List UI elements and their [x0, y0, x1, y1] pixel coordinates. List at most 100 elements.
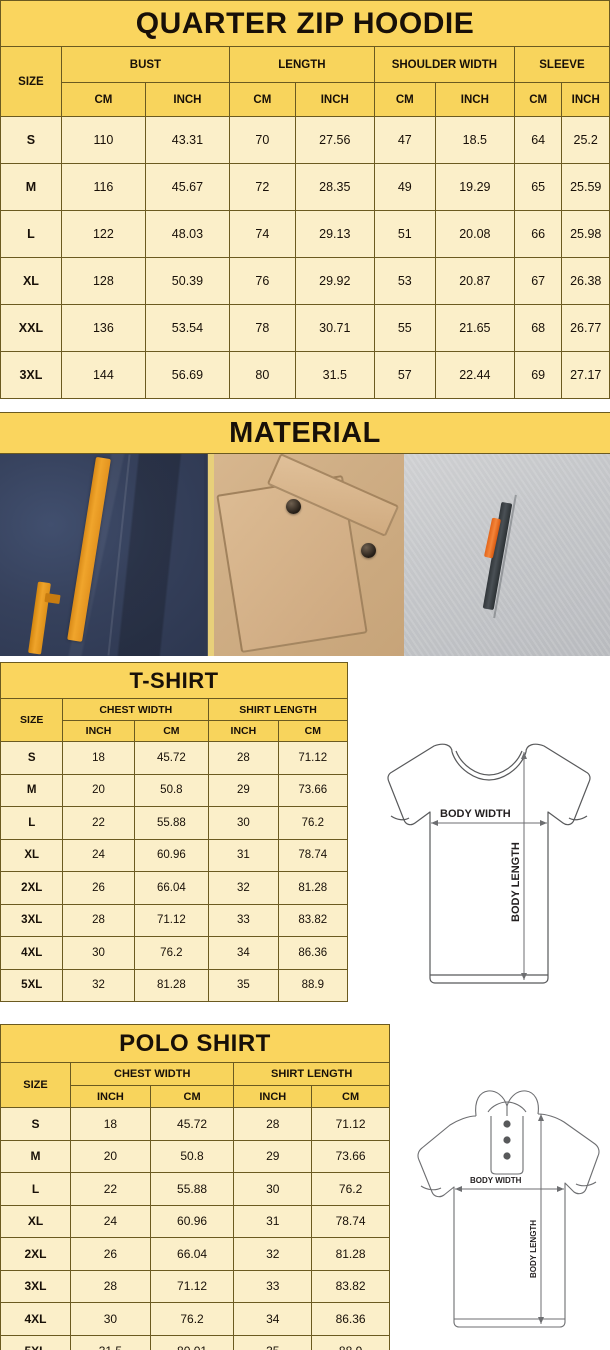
cell-value: 74 — [228, 210, 296, 258]
cell-value: 24 — [62, 838, 135, 872]
tshirt-group-chest-width: CHEST WIDTH — [62, 698, 210, 721]
row-size-label: M — [0, 163, 62, 211]
row-size-label: 4XL — [0, 936, 64, 970]
table-row: M 116 45.67 72 28.35 49 19.29 65 25.59 — [0, 163, 610, 211]
tshirt-group-shirt-length: SHIRT LENGTH — [208, 698, 348, 721]
tshirt-unit-1: CM — [133, 720, 210, 742]
cell-value: 31 — [208, 838, 279, 872]
row-size-label: 4XL — [0, 1302, 72, 1336]
cell-value: 144 — [60, 351, 146, 399]
cell-value: 86.36 — [277, 936, 349, 970]
cell-value: 29.92 — [294, 257, 375, 305]
row-size-label: 2XL — [0, 1237, 72, 1271]
cell-value: 64 — [513, 116, 563, 164]
cell-value: 32 — [62, 968, 135, 1002]
row-size-label: 5XL — [0, 968, 64, 1002]
cell-value: 81.28 — [311, 1237, 390, 1271]
cell-value: 78 — [228, 304, 296, 352]
cell-value: 18 — [62, 741, 135, 775]
cell-value: 21.65 — [434, 304, 515, 352]
hoodie-unit-4: CM — [373, 82, 436, 117]
polo-size-header: SIZE — [0, 1062, 72, 1108]
hoodie-group-sleeve: SLEEVE — [513, 46, 610, 83]
cell-value: 128 — [60, 257, 146, 305]
tshirt-size-table: T-SHIRT SIZE CHEST WIDTH SHIRT LENGTH IN… — [0, 662, 349, 1002]
seam-line — [107, 454, 131, 656]
hoodie-size-section: QUARTER ZIP HOODIE SIZE BUST LENGTH SHOU… — [0, 0, 610, 399]
row-size-label: 5XL — [0, 1334, 72, 1350]
tshirt-unit-2: INCH — [208, 720, 279, 742]
polo-unit-header-row: INCH CM INCH CM — [0, 1085, 390, 1108]
cell-value: 48.03 — [144, 210, 230, 258]
polo-unit-3: CM — [311, 1085, 390, 1108]
cell-value: 55.88 — [133, 806, 210, 840]
cell-value: 25.59 — [561, 163, 610, 211]
cell-value: 53.54 — [144, 304, 230, 352]
cell-value: 45.67 — [144, 163, 230, 211]
cell-value: 83.82 — [277, 903, 349, 937]
cell-value: 57 — [373, 351, 436, 399]
cell-value: 110 — [60, 116, 146, 164]
polo-unit-1: CM — [149, 1085, 235, 1108]
hoodie-size-header: SIZE — [0, 46, 62, 117]
table-row: S 18 45.72 28 71.12 — [0, 741, 349, 775]
polo-unit-0: INCH — [70, 1085, 151, 1108]
tshirt-unit-3: CM — [277, 720, 349, 742]
table-row: L 22 55.88 30 76.2 — [0, 1172, 390, 1206]
cell-value: 45.72 — [133, 741, 210, 775]
row-size-label: 3XL — [0, 351, 62, 399]
cell-value: 55.88 — [149, 1172, 235, 1206]
grey-fleece-zipper-photo — [404, 454, 610, 656]
polo-body-width-label: BODY WIDTH — [470, 1176, 522, 1185]
cell-value: 26.77 — [561, 304, 610, 352]
cell-value: 20 — [70, 1139, 151, 1173]
cell-value: 53 — [373, 257, 436, 305]
cell-value: 26 — [62, 871, 135, 905]
row-size-label: L — [0, 806, 64, 840]
cell-value: 20 — [62, 773, 135, 807]
cell-value: 28.35 — [294, 163, 375, 211]
row-size-label: XXL — [0, 304, 62, 352]
hoodie-group-bust: BUST — [60, 46, 230, 83]
polo-group-header-row: SIZE CHEST WIDTH SHIRT LENGTH — [0, 1062, 390, 1108]
hoodie-size-table: QUARTER ZIP HOODIE SIZE BUST LENGTH SHOU… — [0, 0, 610, 399]
cell-value: 70 — [228, 116, 296, 164]
cell-value: 81.28 — [277, 871, 349, 905]
cell-value: 68 — [513, 304, 563, 352]
material-title: MATERIAL — [229, 416, 381, 449]
cell-value: 29.13 — [294, 210, 375, 258]
cell-value: 27.17 — [561, 351, 610, 399]
cell-value: 33 — [208, 903, 279, 937]
tshirt-size-section: T-SHIRT SIZE CHEST WIDTH SHIRT LENGTH IN… — [0, 662, 349, 1002]
material-banner: MATERIAL — [0, 412, 610, 454]
cell-value: 18.5 — [434, 116, 515, 164]
row-size-label: 2XL — [0, 871, 64, 905]
row-size-label: L — [0, 1172, 72, 1206]
cell-value: 55 — [373, 304, 436, 352]
cell-value: 27.56 — [294, 116, 375, 164]
cell-value: 22.44 — [434, 351, 515, 399]
cell-value: 31.5 — [70, 1334, 151, 1350]
hoodie-unit-6: CM — [513, 82, 563, 117]
cell-value: 80.01 — [149, 1334, 235, 1350]
row-size-label: S — [0, 116, 62, 164]
table-row: XL 24 60.96 31 78.74 — [0, 1204, 390, 1238]
cell-value: 78.74 — [277, 838, 349, 872]
cell-value: 20.08 — [434, 210, 515, 258]
tshirt-body-length-label: BODY LENGTH — [510, 842, 522, 922]
cell-value: 28 — [208, 741, 279, 775]
polo-title: POLO SHIRT — [0, 1024, 390, 1063]
cell-value: 50.8 — [133, 773, 210, 807]
cell-value: 49 — [373, 163, 436, 211]
cell-value: 56.69 — [144, 351, 230, 399]
cell-value: 65 — [513, 163, 563, 211]
cell-value: 34 — [208, 936, 279, 970]
hoodie-unit-0: CM — [60, 82, 146, 117]
table-row: L 22 55.88 30 76.2 — [0, 806, 349, 840]
polo-size-section: POLO SHIRT SIZE CHEST WIDTH SHIRT LENGTH… — [0, 1024, 390, 1350]
cell-value: 88.9 — [311, 1334, 390, 1350]
tshirt-size-header: SIZE — [0, 698, 64, 742]
hoodie-unit-header-row: CM INCH CM INCH CM INCH CM INCH — [0, 82, 610, 117]
cell-value: 69 — [513, 351, 563, 399]
